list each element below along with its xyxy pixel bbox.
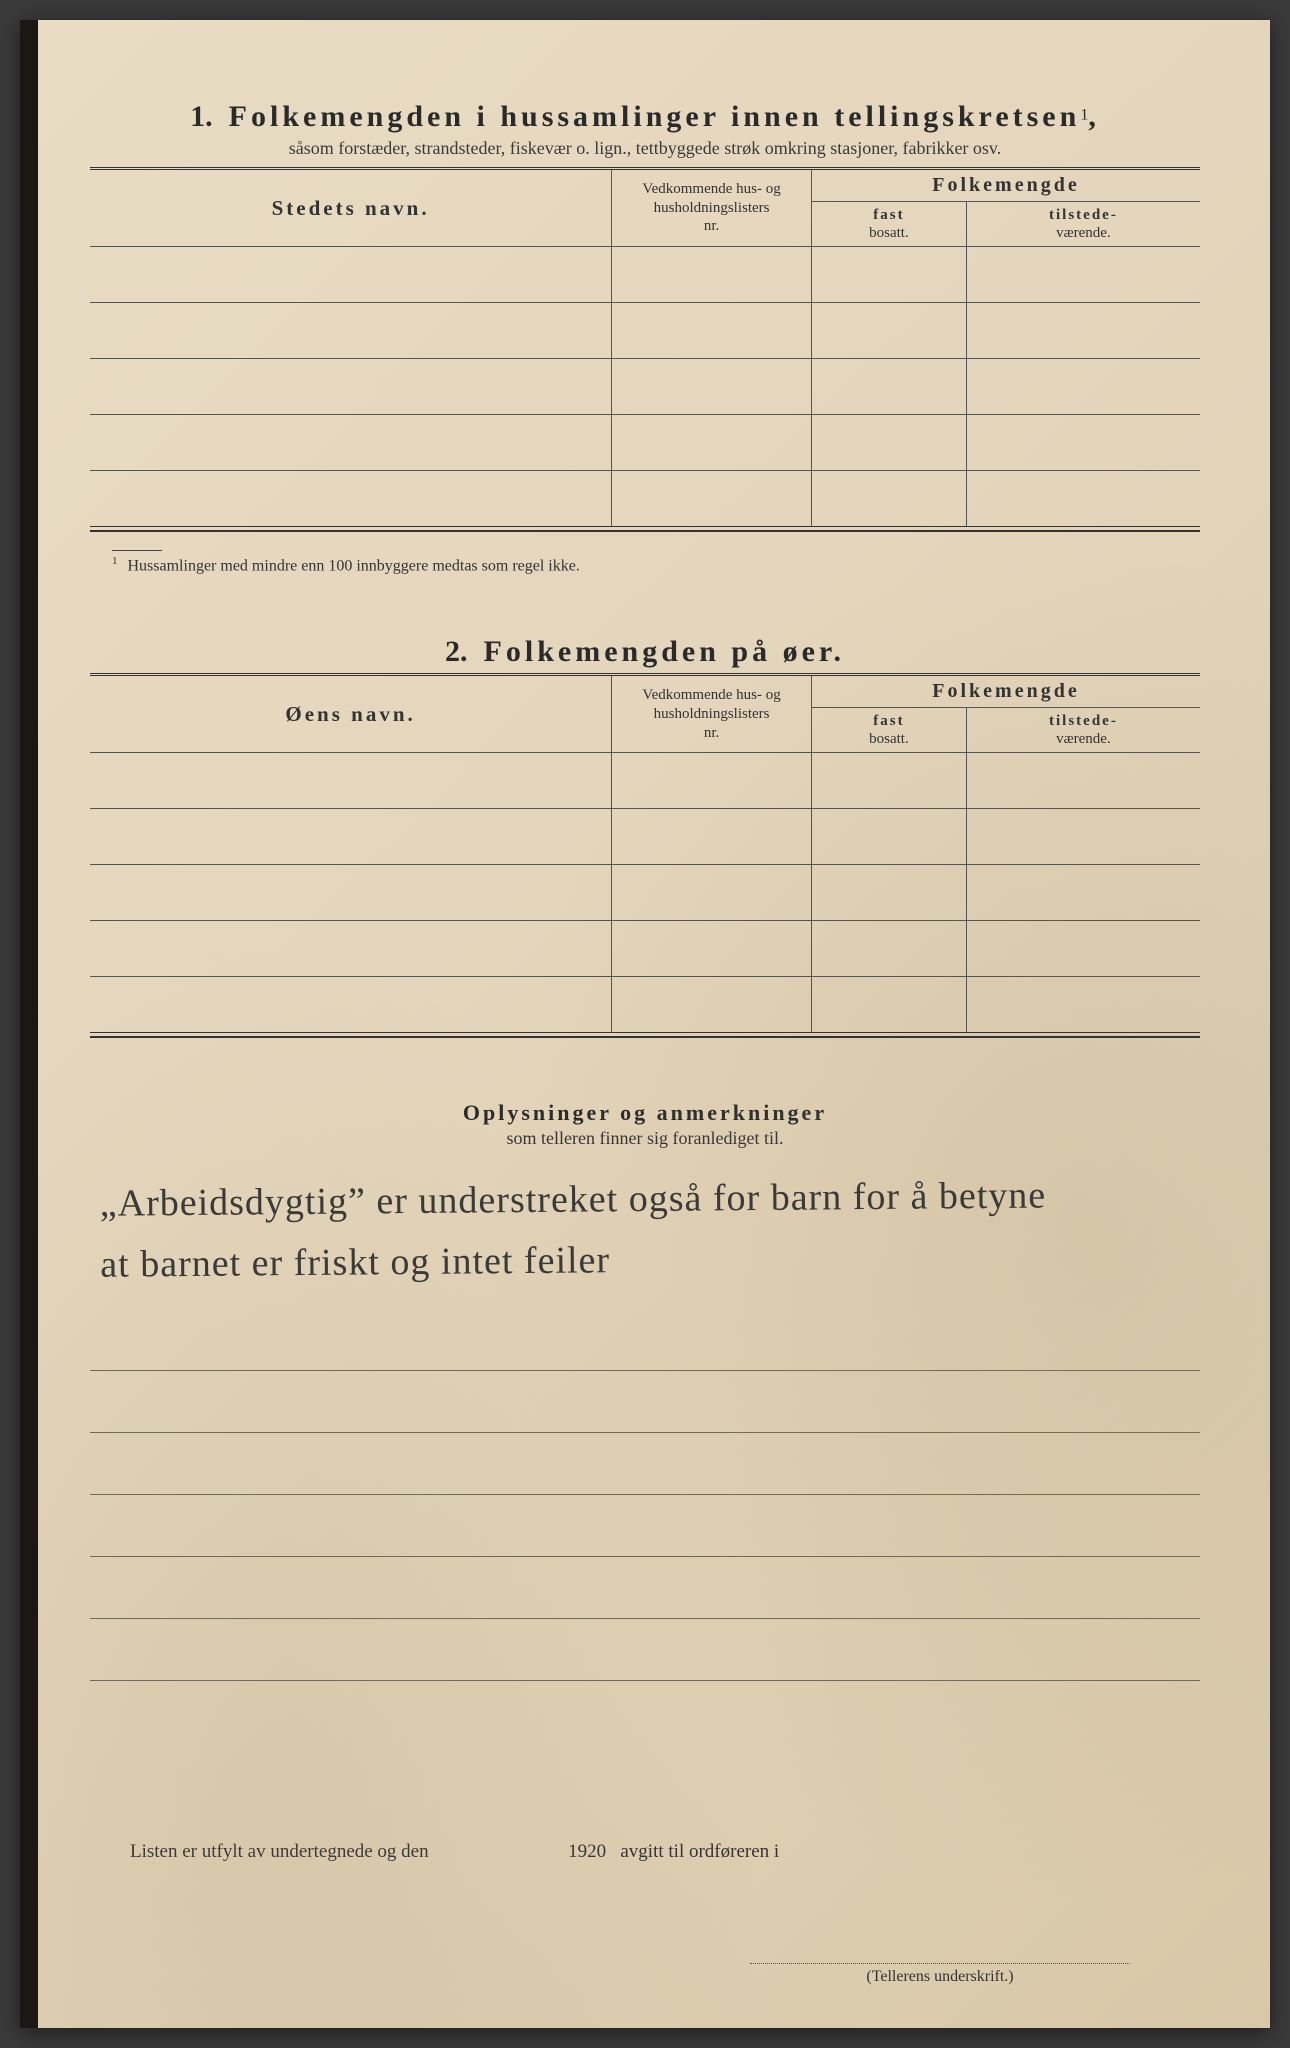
col-fast2-b: fast: [820, 712, 958, 730]
ruled-line: [90, 1495, 1200, 1557]
completion-statement: Listen er utfylt av undertegnede og den …: [90, 1841, 1200, 1863]
signature-area: (Tellerens underskrift.): [90, 1963, 1200, 1986]
bottom-year: 1920: [568, 1841, 606, 1862]
col-folkemengde: Folkemengde: [811, 169, 1200, 202]
col-folkemengde-2: Folkemengde: [811, 675, 1200, 708]
table-row: [90, 921, 1200, 977]
table-oer: Øens navn. Vedkommende hus- og husholdni…: [90, 673, 1200, 1033]
table-row: [90, 303, 1200, 359]
document-page: 1. Folkemengden i hussamlinger innen tel…: [20, 20, 1270, 2028]
table-row: [90, 471, 1200, 527]
section-1-subtitle: såsom forstæder, strandsteder, fiskevær …: [90, 138, 1200, 159]
section-2-number: 2.: [445, 635, 468, 668]
section-1-title-text: Folkemengden i hussamlinger innen tellin…: [229, 100, 1081, 133]
table-1-end-rule: [90, 526, 1200, 532]
section-2-title-text: Folkemengden på øer.: [484, 635, 845, 668]
col-fast-s: bosatt.: [869, 225, 909, 241]
col-tilstede-2: tilstede- værende.: [966, 708, 1200, 753]
col-til-s: værende.: [1056, 225, 1111, 241]
ruled-line: [90, 1371, 1200, 1433]
col-oens-navn: Øens navn.: [90, 675, 612, 753]
col-til2-s: værende.: [1056, 731, 1111, 747]
ruled-line: [90, 1433, 1200, 1495]
col-til-b: tilstede-: [975, 206, 1192, 224]
col-tilstede: tilstede- værende.: [966, 202, 1200, 247]
table-row: [90, 865, 1200, 921]
col-hus2-l1: Vedkommende hus- og: [642, 687, 780, 703]
bottom-prefix: Listen er utfylt av undertegnede og den: [130, 1841, 429, 1862]
remarks-subtitle: som telleren finner sig foranlediget til…: [90, 1128, 1200, 1149]
remarks-title: Oplysninger og anmerkninger: [90, 1100, 1200, 1126]
col-fast2-s: bosatt.: [869, 731, 909, 747]
section-1-title: 1. Folkemengden i hussamlinger innen tel…: [90, 100, 1200, 134]
footnote-mark: 1: [112, 555, 118, 567]
section-1-number: 1.: [190, 100, 213, 133]
footnote-text: Hussamlinger med mindre enn 100 innbygge…: [128, 557, 580, 574]
table-hussamlinger: Stedets navn. Vedkommende hus- og hushol…: [90, 167, 1200, 527]
col-hus2-l3: nr.: [704, 725, 719, 741]
footnote-rule: [112, 550, 162, 551]
col-fast-b: fast: [820, 206, 958, 224]
section-2: 2. Folkemengden på øer. Øens navn. Vedko…: [90, 635, 1200, 1038]
footnote-1: 1 Hussamlinger med mindre enn 100 innbyg…: [112, 555, 1200, 575]
col-stedets-navn: Stedets navn.: [90, 169, 612, 247]
handwriting-line-2: at barnet er friskt og intet feiler: [100, 1225, 1190, 1295]
table-row: [90, 359, 1200, 415]
handwriting-line-1: „Arbeidsdygtig” er understreket også for…: [100, 1165, 1190, 1235]
table-2-end-rule: [90, 1032, 1200, 1038]
section-1: 1. Folkemengden i hussamlinger innen tel…: [90, 100, 1200, 575]
col-husliste: Vedkommende hus- og husholdningslisters …: [612, 169, 812, 247]
handwritten-note: „Arbeidsdygtig” er understreket også for…: [89, 1156, 1200, 1295]
table-row: [90, 247, 1200, 303]
col-fast-bosatt-2: fast bosatt.: [811, 708, 966, 753]
table-row: [90, 415, 1200, 471]
ruled-line: [90, 1619, 1200, 1681]
col-til2-b: tilstede-: [975, 712, 1192, 730]
table-2-body: [90, 753, 1200, 1033]
col-husliste-2: Vedkommende hus- og husholdningslisters …: [612, 675, 812, 753]
remarks-heading: Oplysninger og anmerkninger som telleren…: [90, 1100, 1200, 1149]
table-row: [90, 753, 1200, 809]
signature-label: (Tellerens underskrift.): [750, 1963, 1130, 1986]
section-2-title: 2. Folkemengden på øer.: [90, 635, 1200, 669]
ruled-lines: [90, 1309, 1200, 1681]
col-hus2-l2: husholdningslisters: [654, 706, 770, 722]
col-hus-l1: Vedkommende hus- og: [642, 181, 780, 197]
binding-edge: [20, 20, 38, 2028]
date-blank: [433, 1856, 563, 1857]
bottom-suffix: avgitt til ordføreren i: [620, 1841, 779, 1862]
table-1-body: [90, 247, 1200, 527]
section-1-comma: ,: [1088, 100, 1100, 133]
table-row: [90, 977, 1200, 1033]
table-row: [90, 809, 1200, 865]
ruled-line: [90, 1557, 1200, 1619]
col-fast-bosatt: fast bosatt.: [811, 202, 966, 247]
col-hus-l3: nr.: [704, 218, 719, 234]
ruled-line: [90, 1309, 1200, 1371]
col-hus-l2: husholdningslisters: [654, 200, 770, 216]
